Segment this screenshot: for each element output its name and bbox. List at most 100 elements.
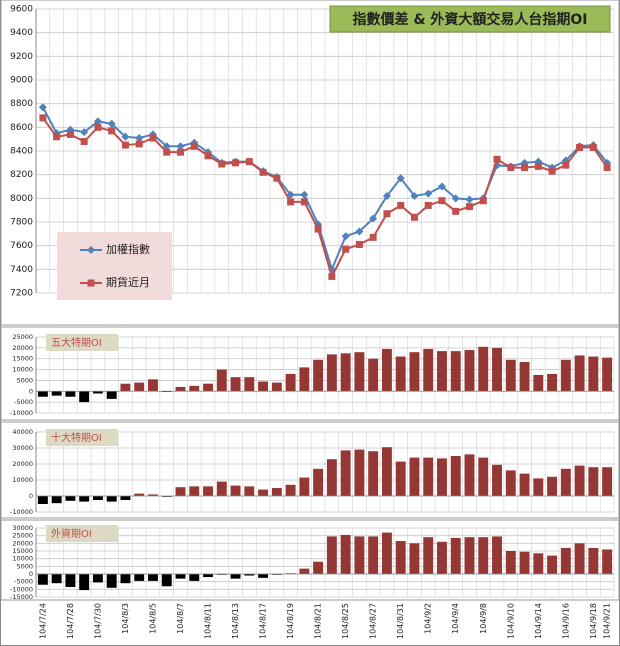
y-tick-label: 0 <box>29 492 33 500</box>
point <box>534 162 542 170</box>
point <box>452 207 460 215</box>
point <box>94 123 102 131</box>
y-tick-label: -15000 <box>10 593 33 601</box>
point <box>493 155 501 163</box>
bar <box>299 568 310 574</box>
bar <box>409 352 420 392</box>
bar <box>230 574 241 579</box>
legend-marker <box>87 279 95 287</box>
bar <box>189 486 200 496</box>
bar <box>203 574 213 578</box>
point <box>218 160 226 168</box>
bar <box>189 385 200 392</box>
y-tick-label: 7800 <box>10 218 33 228</box>
bar <box>450 351 461 392</box>
point <box>410 191 419 200</box>
point <box>382 191 391 200</box>
y-tick-label: 8400 <box>10 147 33 157</box>
y-tick-label: 15000 <box>12 355 33 363</box>
point <box>108 127 116 135</box>
x-tick-label: 104/8/19 <box>286 603 295 639</box>
x-tick-label: 104/8/5 <box>148 603 157 634</box>
point <box>135 133 144 142</box>
y-tick-label: 5000 <box>16 376 33 384</box>
bar <box>120 496 131 500</box>
bar <box>588 356 599 392</box>
bar <box>602 467 613 496</box>
bar <box>65 391 76 397</box>
bar <box>437 351 447 392</box>
point <box>355 227 364 236</box>
bar <box>492 347 502 392</box>
x-tick-label: 104/9/10 <box>506 603 515 639</box>
bar <box>368 536 379 574</box>
title-box <box>46 334 118 351</box>
point <box>479 197 487 205</box>
point <box>53 133 61 141</box>
point <box>314 225 322 233</box>
bar <box>203 486 213 496</box>
bar <box>560 547 571 574</box>
y-tick-label: -10000 <box>10 409 33 417</box>
bar <box>134 382 145 392</box>
point <box>466 203 473 211</box>
point <box>38 103 47 112</box>
bar <box>395 356 406 392</box>
title-box <box>329 5 611 33</box>
x-tick-label: 104/7/24 <box>38 603 47 639</box>
point <box>369 233 377 241</box>
y-tick-label: -5000 <box>14 578 33 586</box>
bar <box>258 574 269 578</box>
bar <box>423 348 434 392</box>
point <box>396 174 405 183</box>
x-tick-label: 104/9/8 <box>479 603 488 634</box>
x-tick-label: 104/8/7 <box>176 603 185 634</box>
bar <box>92 574 103 583</box>
bar <box>464 350 475 392</box>
bar <box>354 352 365 392</box>
bar <box>464 454 475 496</box>
point <box>93 117 102 126</box>
bar <box>175 574 186 579</box>
bar <box>340 353 351 392</box>
bar <box>547 476 558 496</box>
point <box>135 140 143 148</box>
x-tick-label: 104/8/3 <box>121 603 130 634</box>
bar <box>271 488 282 496</box>
y-tick-label: -10000 <box>10 508 33 516</box>
y-tick-label: 30000 <box>12 524 33 532</box>
point <box>521 164 529 172</box>
bar <box>450 537 461 574</box>
point <box>424 189 433 198</box>
bar <box>148 494 158 496</box>
y-tick-label: -5000 <box>14 398 33 406</box>
bar <box>134 493 145 496</box>
point <box>121 132 130 141</box>
x-tick-label: 104/9/18 <box>589 603 598 639</box>
y-tick-label: 8800 <box>10 99 33 109</box>
x-tick-label: 104/8/31 <box>396 603 405 639</box>
y-tick-label: 9200 <box>10 52 33 62</box>
bar <box>519 551 530 574</box>
point <box>410 213 418 221</box>
bar <box>79 391 90 403</box>
bar <box>216 481 227 496</box>
point <box>451 194 460 203</box>
chart-title: 指數價差 & 外資大額交易人台指期OI <box>352 11 587 28</box>
bar <box>285 373 296 392</box>
bar <box>106 574 117 588</box>
point <box>177 148 184 156</box>
bar <box>258 381 269 392</box>
bar <box>450 456 461 496</box>
point <box>355 240 363 248</box>
y-tick-label: -10000 <box>10 585 33 593</box>
bar <box>106 391 117 399</box>
bar <box>437 458 447 496</box>
point <box>507 164 515 172</box>
y-tick-label: 20000 <box>12 539 33 547</box>
y-tick-label: 5000 <box>16 562 33 570</box>
bar <box>175 386 186 392</box>
x-tick-label: 104/8/25 <box>341 603 350 639</box>
bar <box>574 355 585 392</box>
y-tick-label: 9000 <box>10 76 33 86</box>
